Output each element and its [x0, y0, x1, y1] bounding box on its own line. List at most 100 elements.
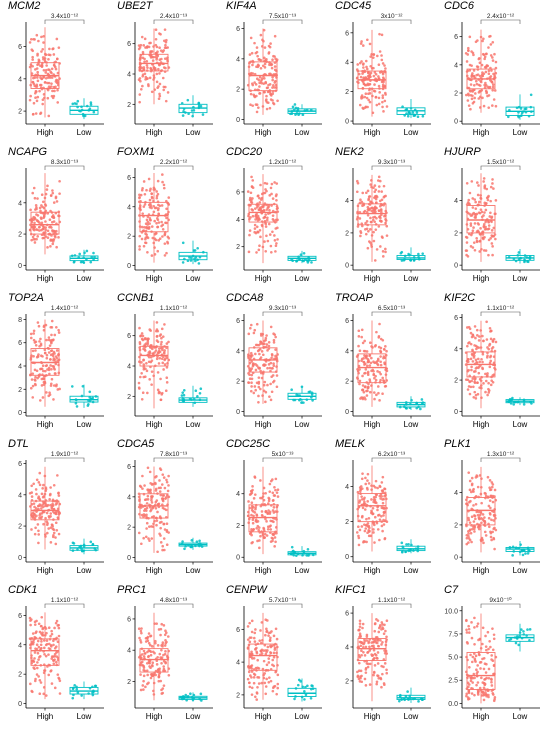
- data-point-low: [181, 391, 185, 394]
- data-point-high: [30, 502, 34, 506]
- data-point-high: [156, 50, 159, 54]
- data-point-high: [142, 536, 145, 540]
- data-point-high: [477, 527, 481, 531]
- data-point-high: [486, 630, 490, 634]
- data-point-high: [254, 506, 257, 509]
- data-point-high: [36, 54, 39, 57]
- data-point-high: [365, 381, 369, 384]
- data-point-high: [40, 50, 43, 53]
- data-point-high: [470, 75, 473, 79]
- data-point-high: [271, 539, 274, 543]
- data-point-low: [398, 699, 401, 703]
- data-point-high: [494, 517, 497, 520]
- data-point-high: [253, 223, 257, 227]
- data-point-high: [363, 396, 366, 399]
- data-point-high: [261, 64, 265, 68]
- data-point-high: [163, 357, 167, 361]
- data-point-low: [196, 246, 199, 250]
- data-point-high: [473, 88, 476, 92]
- data-point-high: [378, 322, 381, 326]
- data-point-low: [526, 546, 530, 550]
- data-point-low: [296, 552, 300, 555]
- data-point-high: [383, 651, 387, 655]
- data-point-high: [35, 673, 39, 676]
- data-point-high: [467, 198, 471, 202]
- panel-prc1: PRC1 2 4 6 High Low 4.8x10⁻¹³: [113, 584, 221, 730]
- data-point-high: [159, 468, 163, 472]
- data-point-high: [50, 682, 54, 685]
- data-point-high: [479, 233, 482, 236]
- data-point-high: [35, 33, 39, 37]
- data-point-high: [57, 210, 61, 214]
- data-point-high: [373, 376, 376, 380]
- data-point-high: [42, 380, 46, 384]
- data-point-low: [91, 400, 95, 404]
- data-point-low: [91, 685, 94, 689]
- data-point-low: [304, 685, 307, 689]
- data-point-high: [362, 498, 366, 501]
- data-point-high: [366, 189, 370, 193]
- data-point-high: [156, 179, 160, 183]
- data-point-high: [380, 643, 383, 646]
- data-point-high: [366, 479, 369, 482]
- data-point-high: [363, 209, 367, 213]
- data-point-high: [477, 510, 481, 514]
- data-point-high: [50, 76, 54, 79]
- data-point-high: [465, 673, 469, 677]
- data-point-high: [139, 654, 142, 657]
- data-point-high: [470, 365, 473, 369]
- y-tick-label: 2: [18, 232, 22, 239]
- data-point-high: [472, 652, 476, 655]
- data-point-high: [54, 542, 58, 546]
- data-point-high: [54, 360, 57, 364]
- y-tick-label: 4: [345, 348, 349, 355]
- data-point-high: [144, 640, 148, 643]
- data-point-high: [58, 77, 61, 80]
- data-point-high: [264, 80, 267, 84]
- data-point-high: [360, 357, 364, 361]
- data-point-high: [249, 196, 252, 200]
- data-point-high: [375, 330, 378, 334]
- data-point-high: [489, 383, 493, 387]
- data-point-high: [260, 350, 264, 353]
- data-point-high: [266, 216, 269, 220]
- data-point-high: [376, 486, 379, 490]
- data-point-low: [411, 697, 415, 701]
- data-point-high: [468, 78, 472, 81]
- data-point-high: [48, 638, 52, 641]
- data-point-high: [470, 621, 473, 624]
- data-point-high: [385, 619, 389, 623]
- data-point-high: [45, 511, 49, 515]
- data-point-high: [361, 341, 365, 345]
- data-point-high: [145, 59, 149, 63]
- data-point-high: [259, 209, 263, 213]
- data-point-high: [29, 643, 32, 647]
- y-tick-label: 2.5: [448, 678, 458, 685]
- data-point-high: [385, 105, 389, 108]
- data-point-high: [159, 516, 163, 520]
- data-point-high: [380, 621, 384, 624]
- data-point-high: [356, 658, 360, 662]
- data-point-high: [158, 334, 162, 337]
- data-point-low: [408, 694, 412, 698]
- box-high: [246, 28, 279, 115]
- data-point-high: [34, 375, 37, 379]
- gene-title: HJURP: [444, 146, 481, 158]
- data-point-high: [49, 85, 53, 88]
- data-point-high: [139, 353, 143, 356]
- data-point-high: [356, 674, 360, 678]
- data-point-high: [269, 382, 272, 386]
- data-point-low: [194, 544, 197, 548]
- data-point-low: [290, 112, 294, 116]
- data-point-high: [42, 75, 45, 79]
- data-point-high: [272, 362, 275, 365]
- data-point-high: [263, 529, 266, 533]
- data-point-high: [141, 186, 144, 190]
- data-point-low: [528, 639, 531, 642]
- data-point-high: [276, 488, 280, 491]
- data-point-high: [32, 640, 35, 644]
- data-point-high: [141, 334, 145, 338]
- data-point-high: [355, 531, 359, 534]
- data-point-high: [276, 99, 279, 103]
- data-point-low: [93, 255, 96, 259]
